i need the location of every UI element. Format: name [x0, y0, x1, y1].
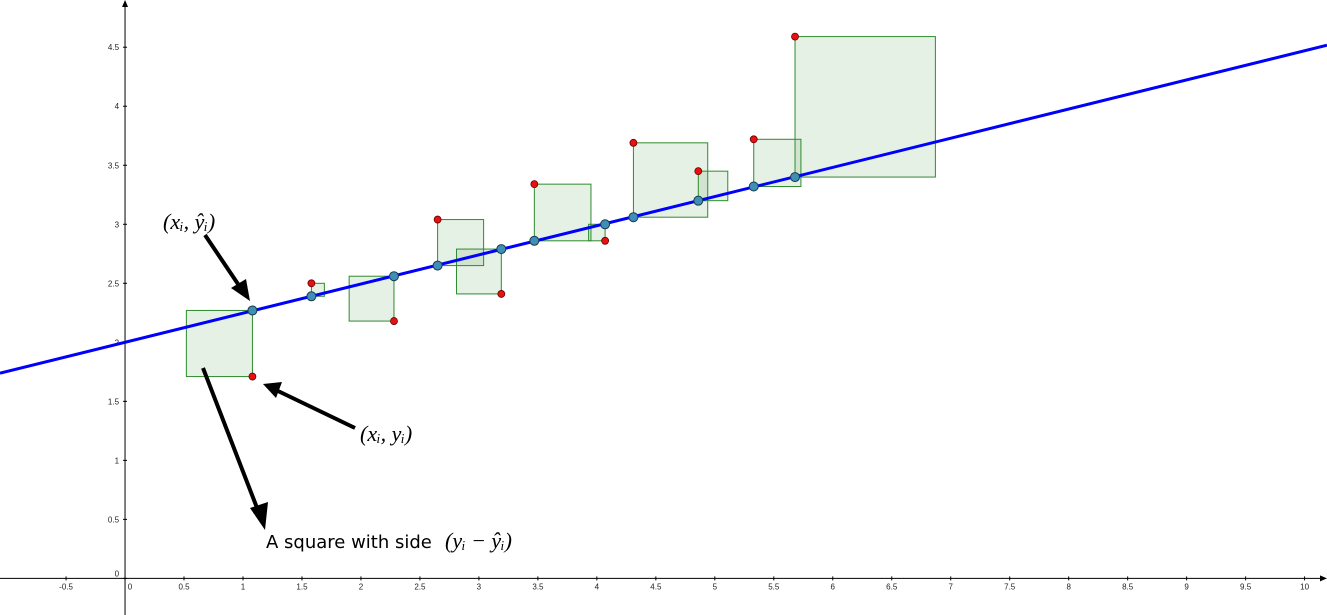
x-tick-label: 5.5 — [768, 582, 780, 591]
annotation: A square with side — [266, 532, 432, 553]
y-tick-label: 3.5 — [108, 161, 120, 170]
annotation: (xᵢ, yᵢ) — [360, 421, 412, 446]
fitted-point — [790, 172, 801, 183]
x-tick-label: 4 — [595, 582, 600, 591]
y-tick-label: 4 — [115, 102, 120, 111]
fitted-point — [600, 219, 611, 230]
fitted-point — [496, 244, 507, 255]
x-tick-label: 0 — [128, 582, 133, 591]
observed-point — [694, 167, 703, 176]
y-tick-label: 0.5 — [108, 515, 120, 524]
residual-square — [632, 142, 709, 218]
y-tick-label: 1 — [115, 456, 120, 465]
annotation: (yᵢ − ŷᵢ) — [445, 528, 512, 553]
x-tick-label: 2.5 — [414, 582, 426, 591]
fitted-point — [432, 260, 443, 271]
observed-point — [497, 290, 506, 298]
residual-square — [455, 248, 502, 295]
observed-point — [749, 135, 758, 144]
observed-point — [629, 138, 638, 147]
fitted-point — [529, 235, 540, 246]
observed-point — [307, 279, 316, 288]
arrow-head — [231, 279, 250, 301]
y-tick-label: 3 — [115, 220, 120, 229]
fitted-point — [748, 181, 759, 192]
observed-point — [791, 32, 799, 41]
observed-point — [248, 372, 257, 381]
x-tick-label: 8 — [1066, 582, 1071, 591]
x-tick-label: 0.5 — [178, 582, 190, 591]
arrow — [201, 367, 261, 514]
x-tick-label: 9.5 — [1240, 582, 1252, 591]
marks-group — [0, 32, 1327, 381]
y-tick-label: 2.5 — [108, 279, 120, 288]
x-tick-label: -0.5 — [59, 582, 73, 591]
residual-square — [794, 36, 936, 178]
annotation: (xᵢ, ŷᵢ) — [163, 209, 215, 234]
x-tick-label: 1 — [241, 582, 246, 591]
x-tick-label: 5 — [713, 582, 718, 591]
x-tick-label: 3 — [477, 582, 482, 591]
regression-line — [0, 43, 1327, 375]
arrows — [201, 233, 356, 530]
arrow-head — [250, 502, 268, 530]
x-axis-arrow — [1320, 575, 1327, 582]
arrow-head — [263, 382, 282, 398]
fitted-point — [388, 271, 399, 282]
y-axis-arrow — [122, 0, 129, 7]
fitted-point — [693, 195, 704, 206]
x-tick-label: 9 — [1184, 582, 1189, 591]
y-tick-label: 0 — [115, 569, 120, 578]
fitted-point — [628, 212, 639, 223]
observed-point — [530, 180, 539, 189]
observed-point — [433, 215, 442, 224]
x-tick-label: 3.5 — [532, 582, 544, 591]
residual-square — [348, 275, 395, 322]
x-tick-label: 1.5 — [296, 582, 308, 591]
x-tick-label: 2 — [359, 582, 364, 591]
x-tick-label: 8.5 — [1122, 582, 1134, 591]
x-tick-label: 7 — [948, 582, 953, 591]
x-tick-label: 6.5 — [886, 582, 898, 591]
x-tick-label: 6 — [831, 582, 836, 591]
residual-square — [185, 309, 253, 378]
observed-point — [601, 236, 610, 245]
observed-point — [390, 317, 398, 325]
residual-square — [533, 183, 592, 242]
fitted-point — [306, 291, 317, 302]
arrow — [277, 389, 356, 430]
x-tick-label: 4.5 — [650, 582, 662, 591]
x-tick-label: 10 — [1300, 582, 1309, 591]
y-tick-label: 1.5 — [108, 397, 120, 406]
x-tick-label: 7.5 — [1004, 582, 1016, 591]
fitted-point — [247, 305, 258, 316]
arrow — [203, 233, 242, 289]
y-tick-label: 4.5 — [108, 43, 120, 52]
